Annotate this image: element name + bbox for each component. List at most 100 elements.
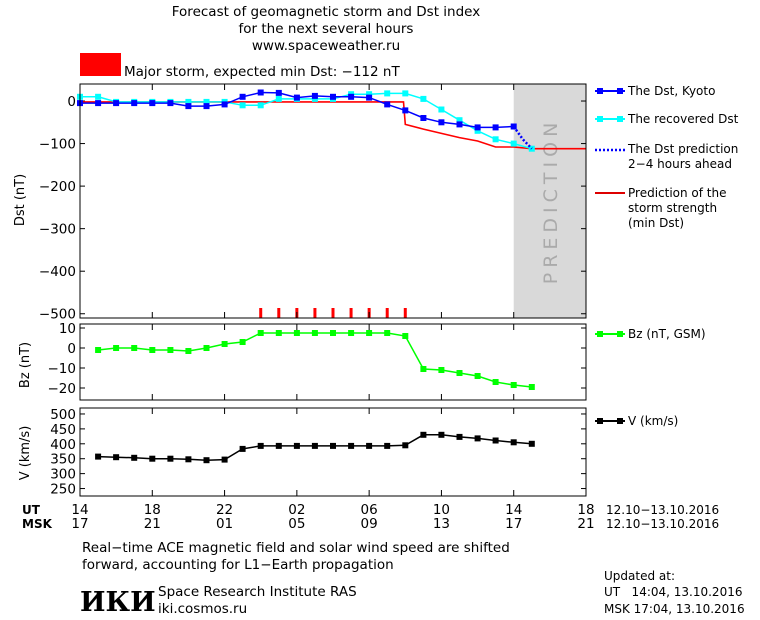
dst-point [257,89,264,96]
y-tick-label: 0 [67,341,76,357]
v-point [474,435,481,442]
dst-point [492,124,499,131]
ut-tick-label: 14 [505,502,522,518]
recovered-point [239,102,246,109]
recovered-point [384,90,391,97]
dst-point [221,101,228,108]
bz-y-ticks: 10 0 −10 −20 [48,321,586,397]
footnote-line2: forward, accounting for L1−Earth propaga… [82,557,394,573]
recovered-point [185,98,192,105]
v-point [402,442,409,449]
v-point [131,454,138,461]
recovered-line [80,92,533,150]
legend-recovered-marker [617,116,623,122]
bz-point [167,347,174,353]
legend-prediction-label-2: 2−4 hours ahead [628,157,732,171]
y-tick-label: −20 [48,381,77,397]
dst-point [293,94,300,101]
y-tick-label: −400 [39,264,76,280]
bz-point [239,339,246,345]
dst-point [275,89,282,96]
v-point [528,440,535,447]
bz-series [95,330,535,390]
y-tick-label: −200 [39,179,76,195]
msk-date-range: 12.10−13.10.2016 [606,517,719,531]
bz-point [221,341,228,347]
msk-tick-label: 05 [288,516,305,532]
dst-point [95,100,102,107]
dst-point [113,100,120,107]
bz-line [98,332,532,388]
v-point [185,456,192,463]
chart-title-url: www.spaceweather.ru [252,38,400,54]
legend-strength-label: Prediction of the [628,186,727,200]
dst-point [438,119,445,126]
dst-point [149,100,156,107]
storm-marks [259,308,407,318]
legend-recovered-label: The recovered Dst [627,112,739,126]
storm-status-swatch [80,53,121,76]
recovered-point [257,102,264,109]
dst-point [330,93,336,100]
dst-point [348,93,355,100]
dst-point [311,92,318,99]
v-point [438,431,445,438]
recovered-point [275,95,282,102]
updated-msk: MSK 17:04, 13.10.2016 [604,602,745,616]
v-point [384,442,391,449]
bz-point [474,373,481,379]
y-tick-label: 400 [50,437,76,453]
v-point [203,457,210,464]
y-tick-label: 500 [50,407,76,423]
bz-y-axis-label: Bz (nT) [18,342,33,388]
legend-bz-label: Bz (nT, GSM) [628,327,706,341]
prediction-band [513,84,586,318]
bz-point [456,370,463,376]
recovered-point [203,98,210,105]
legend-recovered-marker [597,116,603,122]
bz-point [402,333,409,339]
dst-point [474,124,481,131]
y-tick-label: −300 [39,222,76,238]
bz-panel: 10 0 −10 −20 Bz (nT) [18,321,587,401]
msk-tick-label: 01 [216,516,233,532]
bz-point [438,367,445,373]
v-point [239,445,246,452]
v-series [95,431,535,464]
dst-point [203,103,210,110]
bz-point [384,330,391,336]
v-point [456,433,463,440]
v-point [275,442,282,449]
bz-point [420,366,427,372]
bz-point [131,345,138,351]
legend: The Dst, Kyoto The recovered Dst The Dst… [595,84,739,428]
y-tick-label: −10 [48,361,77,377]
dst-point [366,94,373,101]
legend-v-label: V (km/s) [628,414,678,428]
y-tick-label: −100 [39,137,76,153]
bz-point [203,345,210,351]
bz-point [311,330,318,336]
bz-panel-frame [79,323,587,401]
v-point [366,442,373,449]
legend-v-marker [597,418,603,424]
bz-point [149,347,156,353]
recovered-point [456,117,463,124]
dst-panel-frame [79,83,587,319]
bz-point [257,330,264,336]
bz-point [510,382,517,388]
msk-tick-label: 17 [71,516,88,532]
msk-tick-label: 09 [361,516,378,532]
recovered-point [420,95,427,102]
prediction-band-label: PREDICTION [540,118,562,285]
v-point [167,455,174,462]
institute-site: iki.cosmos.ru [158,601,247,617]
bz-point [95,347,102,353]
dst-panel: PREDICTION 0 −100 −200 −300 −400 −500 Dst (nT… [13,83,587,323]
bz-point [185,348,192,354]
v-point [221,456,228,463]
ut-tick-label: 06 [361,502,378,518]
